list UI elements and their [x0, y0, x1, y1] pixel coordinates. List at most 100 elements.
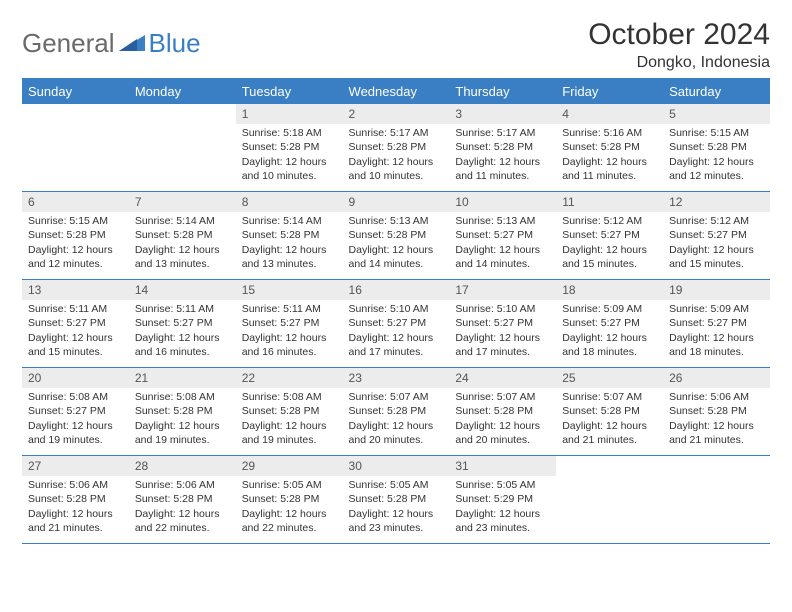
- day-number: 12: [663, 192, 770, 212]
- sunset-text: Sunset: 5:28 PM: [242, 228, 337, 242]
- day-number: 2: [343, 104, 450, 124]
- day-info: Sunrise: 5:08 AMSunset: 5:27 PMDaylight:…: [22, 388, 129, 451]
- day-info: Sunrise: 5:13 AMSunset: 5:27 PMDaylight:…: [449, 212, 556, 275]
- sunrise-text: Sunrise: 5:14 AM: [135, 214, 230, 228]
- day-info: Sunrise: 5:07 AMSunset: 5:28 PMDaylight:…: [449, 388, 556, 451]
- sunset-text: Sunset: 5:28 PM: [349, 228, 444, 242]
- day-info: Sunrise: 5:17 AMSunset: 5:28 PMDaylight:…: [449, 124, 556, 187]
- day-number: 14: [129, 280, 236, 300]
- daylight-text: Daylight: 12 hours and 20 minutes.: [349, 419, 444, 447]
- day-number: 11: [556, 192, 663, 212]
- day-info: Sunrise: 5:08 AMSunset: 5:28 PMDaylight:…: [236, 388, 343, 451]
- title-block: October 2024 Dongko, Indonesia: [588, 18, 770, 72]
- sunset-text: Sunset: 5:28 PM: [349, 404, 444, 418]
- day-number: 21: [129, 368, 236, 388]
- daylight-text: Daylight: 12 hours and 21 minutes.: [562, 419, 657, 447]
- sunrise-text: Sunrise: 5:05 AM: [455, 478, 550, 492]
- daylight-text: Daylight: 12 hours and 23 minutes.: [349, 507, 444, 535]
- day-cell: 20Sunrise: 5:08 AMSunset: 5:27 PMDayligh…: [22, 368, 129, 456]
- sunset-text: Sunset: 5:28 PM: [135, 404, 230, 418]
- calendar-body: 1Sunrise: 5:18 AMSunset: 5:28 PMDaylight…: [22, 104, 770, 544]
- day-number: 15: [236, 280, 343, 300]
- sunrise-text: Sunrise: 5:15 AM: [669, 126, 764, 140]
- sunrise-text: Sunrise: 5:06 AM: [669, 390, 764, 404]
- empty-cell: [556, 456, 663, 544]
- day-number: 17: [449, 280, 556, 300]
- sunrise-text: Sunrise: 5:15 AM: [28, 214, 123, 228]
- day-info: Sunrise: 5:14 AMSunset: 5:28 PMDaylight:…: [236, 212, 343, 275]
- day-number: 26: [663, 368, 770, 388]
- day-header-tuesday: Tuesday: [236, 79, 343, 104]
- day-cell: 19Sunrise: 5:09 AMSunset: 5:27 PMDayligh…: [663, 280, 770, 368]
- daylight-text: Daylight: 12 hours and 19 minutes.: [242, 419, 337, 447]
- day-info: Sunrise: 5:11 AMSunset: 5:27 PMDaylight:…: [22, 300, 129, 363]
- day-header-monday: Monday: [129, 79, 236, 104]
- sunrise-text: Sunrise: 5:11 AM: [135, 302, 230, 316]
- daylight-text: Daylight: 12 hours and 16 minutes.: [135, 331, 230, 359]
- day-number: 3: [449, 104, 556, 124]
- sunset-text: Sunset: 5:28 PM: [135, 492, 230, 506]
- sunrise-text: Sunrise: 5:12 AM: [562, 214, 657, 228]
- daylight-text: Daylight: 12 hours and 13 minutes.: [242, 243, 337, 271]
- day-header-friday: Friday: [556, 79, 663, 104]
- logo-text-blue: Blue: [149, 28, 201, 59]
- daylight-text: Daylight: 12 hours and 23 minutes.: [455, 507, 550, 535]
- day-cell: 21Sunrise: 5:08 AMSunset: 5:28 PMDayligh…: [129, 368, 236, 456]
- sunrise-text: Sunrise: 5:17 AM: [349, 126, 444, 140]
- day-cell: 3Sunrise: 5:17 AMSunset: 5:28 PMDaylight…: [449, 104, 556, 192]
- day-number: 10: [449, 192, 556, 212]
- sunset-text: Sunset: 5:28 PM: [28, 492, 123, 506]
- calendar-table: SundayMondayTuesdayWednesdayThursdayFrid…: [22, 78, 770, 544]
- week-row: 13Sunrise: 5:11 AMSunset: 5:27 PMDayligh…: [22, 280, 770, 368]
- day-info: Sunrise: 5:15 AMSunset: 5:28 PMDaylight:…: [22, 212, 129, 275]
- daylight-text: Daylight: 12 hours and 12 minutes.: [28, 243, 123, 271]
- sunset-text: Sunset: 5:28 PM: [242, 404, 337, 418]
- day-cell: 15Sunrise: 5:11 AMSunset: 5:27 PMDayligh…: [236, 280, 343, 368]
- sunset-text: Sunset: 5:27 PM: [242, 316, 337, 330]
- day-cell: 22Sunrise: 5:08 AMSunset: 5:28 PMDayligh…: [236, 368, 343, 456]
- day-cell: 16Sunrise: 5:10 AMSunset: 5:27 PMDayligh…: [343, 280, 450, 368]
- empty-cell: [22, 104, 129, 192]
- daylight-text: Daylight: 12 hours and 20 minutes.: [455, 419, 550, 447]
- sunrise-text: Sunrise: 5:06 AM: [135, 478, 230, 492]
- day-info: Sunrise: 5:08 AMSunset: 5:28 PMDaylight:…: [129, 388, 236, 451]
- day-header-thursday: Thursday: [449, 79, 556, 104]
- sunset-text: Sunset: 5:27 PM: [455, 316, 550, 330]
- daylight-text: Daylight: 12 hours and 17 minutes.: [455, 331, 550, 359]
- day-number: 27: [22, 456, 129, 476]
- day-header-saturday: Saturday: [663, 79, 770, 104]
- sunset-text: Sunset: 5:27 PM: [562, 316, 657, 330]
- daylight-text: Daylight: 12 hours and 19 minutes.: [28, 419, 123, 447]
- sunset-text: Sunset: 5:27 PM: [455, 228, 550, 242]
- sunrise-text: Sunrise: 5:07 AM: [349, 390, 444, 404]
- header: General Blue October 2024 Dongko, Indone…: [22, 18, 770, 72]
- day-cell: 1Sunrise: 5:18 AMSunset: 5:28 PMDaylight…: [236, 104, 343, 192]
- sunrise-text: Sunrise: 5:09 AM: [669, 302, 764, 316]
- daylight-text: Daylight: 12 hours and 14 minutes.: [349, 243, 444, 271]
- day-info: Sunrise: 5:09 AMSunset: 5:27 PMDaylight:…: [663, 300, 770, 363]
- day-cell: 31Sunrise: 5:05 AMSunset: 5:29 PMDayligh…: [449, 456, 556, 544]
- daylight-text: Daylight: 12 hours and 11 minutes.: [455, 155, 550, 183]
- day-cell: 29Sunrise: 5:05 AMSunset: 5:28 PMDayligh…: [236, 456, 343, 544]
- daylight-text: Daylight: 12 hours and 22 minutes.: [135, 507, 230, 535]
- day-cell: 25Sunrise: 5:07 AMSunset: 5:28 PMDayligh…: [556, 368, 663, 456]
- day-info: Sunrise: 5:06 AMSunset: 5:28 PMDaylight:…: [22, 476, 129, 539]
- day-cell: 23Sunrise: 5:07 AMSunset: 5:28 PMDayligh…: [343, 368, 450, 456]
- daylight-text: Daylight: 12 hours and 10 minutes.: [349, 155, 444, 183]
- sunrise-text: Sunrise: 5:08 AM: [28, 390, 123, 404]
- sunset-text: Sunset: 5:28 PM: [455, 140, 550, 154]
- sunrise-text: Sunrise: 5:08 AM: [242, 390, 337, 404]
- logo: General Blue: [22, 18, 201, 59]
- sunrise-text: Sunrise: 5:17 AM: [455, 126, 550, 140]
- day-number: 25: [556, 368, 663, 388]
- day-cell: 5Sunrise: 5:15 AMSunset: 5:28 PMDaylight…: [663, 104, 770, 192]
- day-info: Sunrise: 5:12 AMSunset: 5:27 PMDaylight:…: [556, 212, 663, 275]
- day-number: 30: [343, 456, 450, 476]
- day-cell: 10Sunrise: 5:13 AMSunset: 5:27 PMDayligh…: [449, 192, 556, 280]
- day-number: 7: [129, 192, 236, 212]
- day-info: Sunrise: 5:10 AMSunset: 5:27 PMDaylight:…: [449, 300, 556, 363]
- day-number: 6: [22, 192, 129, 212]
- daylight-text: Daylight: 12 hours and 18 minutes.: [669, 331, 764, 359]
- sunrise-text: Sunrise: 5:13 AM: [455, 214, 550, 228]
- daylight-text: Daylight: 12 hours and 12 minutes.: [669, 155, 764, 183]
